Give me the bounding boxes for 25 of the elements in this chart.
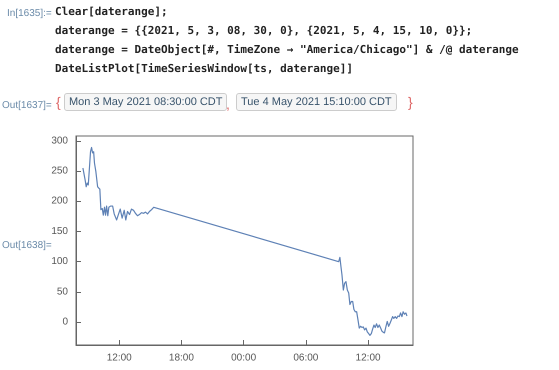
text: DateListPlot[TimeSeriesWindow[ts, daterange]]: [55, 62, 354, 75]
y-tick-label: 150: [51, 226, 68, 237]
text: Out[1637]=: [2, 100, 52, 111]
text: }: [408, 94, 413, 110]
y-tick-label: 0: [62, 316, 68, 328]
x-tick-label: 00:00: [231, 352, 257, 364]
line-series: [82, 146, 408, 336]
y-tick-label: 250: [51, 166, 68, 177]
text: Clear[daterange];: [55, 5, 168, 18]
text: Mon 3 May 2021 08:30:00 CDT: [64, 93, 228, 111]
x-tick-label: 12:00: [356, 352, 382, 364]
text: {: [56, 94, 61, 110]
y-tick-label: 300: [51, 135, 68, 146]
x-tick-label: 06:00: [293, 352, 319, 364]
text: ,: [226, 96, 230, 112]
y-tick-label: 200: [51, 196, 68, 207]
text: In[1635]:=: [7, 8, 52, 19]
text: daterange = DateObject[#, TimeZone → "America/Chicago"] & /@ daterange: [55, 43, 519, 56]
y-tick-label: 100: [51, 256, 68, 268]
text: Tue 4 May 2021 15:10:00 CDT: [236, 93, 397, 111]
y-tick-label: 50: [56, 286, 68, 298]
x-tick-label: 18:00: [168, 352, 194, 364]
text: daterange = {{2021, 5, 3, 08, 30, 0}, {2021, 5, 4, 15, 10, 0}};: [55, 24, 472, 37]
x-tick-label: 12:00: [106, 352, 132, 364]
text: Out[1638]=: [2, 240, 52, 251]
